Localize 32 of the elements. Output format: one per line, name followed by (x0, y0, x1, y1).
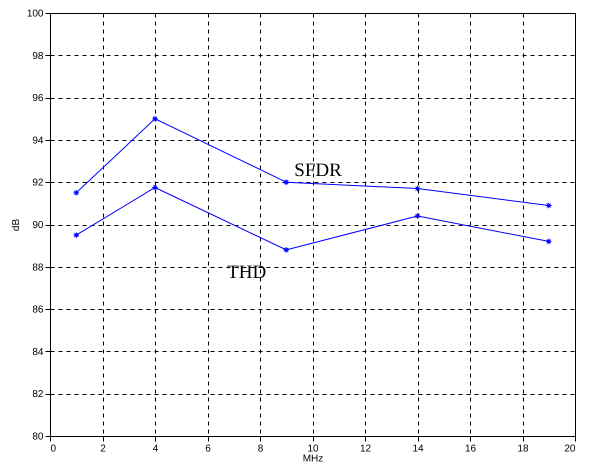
x-tick-label: 12 (360, 444, 372, 454)
y-axis-title: dB (10, 218, 22, 232)
y-tick-label: 96 (32, 93, 44, 104)
x-tick-label: 0 (50, 444, 56, 454)
y-tick-label: 94 (32, 135, 44, 146)
point (414, 185, 421, 192)
point (283, 178, 290, 186)
x-tick-label: 20 (564, 444, 576, 454)
x-tick-label: 10 (307, 444, 319, 454)
y-tick-label: 86 (32, 304, 44, 316)
point (283, 246, 290, 254)
y-tick-label: 84 (32, 346, 44, 358)
point (414, 212, 421, 220)
x-tick-label: 2 (100, 444, 106, 454)
y-tick-label: 90 (32, 220, 44, 231)
x-axis-title: MHz (302, 454, 324, 464)
series-label: THD (227, 262, 266, 283)
x-tick-label: 8 (258, 444, 264, 454)
y-tick-label: 100 (26, 8, 44, 20)
point (152, 184, 158, 191)
y-tick-label: 88 (32, 262, 44, 274)
x-tick-label: 18 (517, 444, 529, 454)
y-tick-label: 98 (32, 50, 44, 62)
x-tick-label: 14 (412, 444, 424, 454)
x-tick-label: 6 (205, 444, 212, 454)
y-tick-label: 82 (32, 389, 44, 400)
y-tick-label: 92 (32, 178, 44, 189)
series-label: SFDR (294, 160, 342, 182)
point (152, 116, 158, 122)
y-tick-label: 80 (32, 432, 44, 442)
x-tick-label: 4 (152, 444, 159, 454)
x-tick-label: 16 (464, 444, 476, 454)
